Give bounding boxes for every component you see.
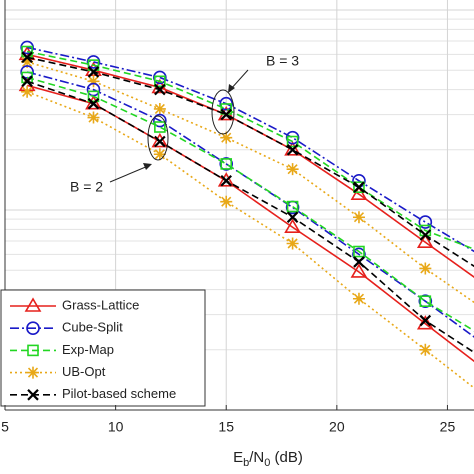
marker (418, 215, 433, 229)
x-label-part: (dB) (270, 449, 303, 466)
series-line (26, 80, 474, 354)
series-line (26, 76, 474, 332)
legend-label: Exp-Map (62, 342, 114, 357)
marker (153, 148, 166, 161)
marker (151, 132, 169, 148)
arrow-head (143, 163, 152, 170)
x-tick-label: 20 (329, 419, 345, 435)
series-line (26, 46, 474, 253)
series-line (26, 56, 474, 268)
marker (220, 174, 233, 187)
x-label-sub: 0 (264, 457, 270, 469)
arrow (109, 165, 149, 183)
marker (24, 297, 42, 312)
marker (352, 211, 365, 224)
marker (286, 200, 299, 213)
marker (286, 135, 299, 148)
marker (419, 314, 432, 327)
marker (21, 55, 34, 68)
marker (87, 111, 100, 124)
marker (87, 66, 100, 78)
legend: Grass-Lattice Cube-Split Exp-Map UB-Opt Pilo… (0, 289, 206, 407)
marker (86, 55, 101, 69)
legend-label: Cube-Split (62, 320, 123, 335)
marker (416, 233, 434, 249)
annotation: B = 3 (266, 53, 299, 69)
arrow-head (228, 84, 235, 93)
marker (286, 144, 299, 156)
legend-label: Pilot-based scheme (62, 386, 176, 401)
x-tick-label: 15 (218, 419, 234, 435)
group-ellipse (147, 115, 169, 161)
marker (20, 40, 34, 55)
marker (419, 343, 432, 356)
legend-label: Grass-Lattice (62, 297, 139, 312)
arrow (229, 69, 249, 91)
marker (87, 97, 100, 110)
marker (350, 263, 368, 278)
marker (27, 389, 39, 401)
marker (154, 83, 166, 96)
legend-box (0, 289, 206, 407)
series-line (26, 50, 474, 250)
marker (419, 262, 432, 275)
marker (286, 211, 299, 224)
group-ellipse (211, 89, 235, 135)
marker (284, 218, 301, 234)
marker (21, 75, 33, 88)
curves (18, 40, 474, 389)
marker (352, 247, 366, 262)
x-tick-label: 10 (108, 419, 124, 435)
marker (352, 292, 365, 305)
marker (87, 75, 100, 88)
marker (87, 59, 100, 71)
marker (219, 96, 234, 111)
marker (153, 113, 167, 128)
marker (220, 108, 233, 121)
marker (153, 102, 166, 115)
marker (353, 256, 365, 268)
marker (285, 130, 300, 145)
marker (419, 229, 432, 241)
marker (418, 294, 433, 308)
x-tick-label: 25 (440, 419, 456, 435)
marker (153, 70, 167, 85)
marker (353, 181, 365, 194)
marker (154, 135, 166, 148)
marker (154, 75, 166, 88)
marker (220, 195, 233, 208)
series-line (26, 61, 474, 304)
marker (353, 245, 365, 258)
marker (217, 172, 235, 187)
marker (26, 321, 40, 336)
marker (286, 237, 299, 250)
x-tick-label: 5 (1, 419, 9, 435)
marker (419, 295, 432, 307)
marker (87, 90, 100, 103)
marker (27, 344, 39, 357)
x-label-part: E (233, 449, 243, 466)
marker (353, 181, 365, 193)
marker (220, 131, 233, 144)
x-label-sub: b (243, 457, 249, 469)
marker (220, 158, 233, 170)
marker (286, 163, 299, 176)
marker (21, 51, 33, 64)
marker (27, 366, 39, 379)
marker (350, 185, 368, 200)
legend-label: UB-Opt (62, 364, 106, 379)
x-label-part: /N (249, 449, 264, 466)
marker (154, 121, 166, 133)
marker (219, 157, 234, 171)
x-axis-label: Eb/N0 (dB) (233, 449, 303, 469)
marker (21, 85, 34, 98)
annotation: B = 2 (70, 179, 103, 195)
